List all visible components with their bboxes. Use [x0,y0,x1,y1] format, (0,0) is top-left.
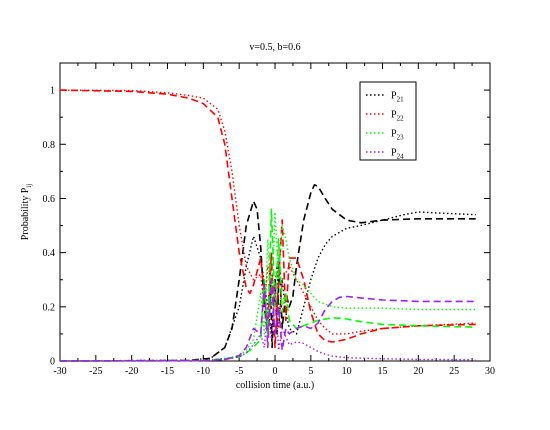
x-tick-label: -25 [89,366,102,377]
x-tick-label: 15 [378,366,388,377]
legend-label-subscript: 21 [397,96,405,104]
x-tick-label: 25 [449,366,459,377]
y-tick-label: 0 [50,357,55,368]
legend-label-subscript: 23 [397,134,405,142]
legend-label-p22: P22 [391,110,404,123]
legend-label-subscript: 22 [397,115,405,123]
legend-label-p21: P21 [391,91,404,104]
x-tick-label: -10 [197,366,210,377]
y-tick-label: 0.2 [43,302,56,313]
y-tick-label: 0.6 [43,194,56,205]
x-tick-label: 10 [342,366,352,377]
x-tick-label: -20 [125,366,138,377]
y-axis-label-main: Probability P [20,187,31,240]
y-tick-label: 0.4 [43,248,56,259]
x-tick-label: 20 [413,366,423,377]
legend-label-p24: P24 [391,148,404,161]
chart-title: v=0.5, b=0.6 [249,42,300,53]
legend-label-main: P [391,129,397,140]
series-layer [59,89,476,362]
x-tick-label: -5 [235,366,243,377]
x-tick-label: -30 [53,366,66,377]
x-tick-label: -15 [161,366,174,377]
y-axis-label-subscript: ij [25,184,33,188]
legend-label-p23: P23 [391,129,404,142]
series-line-p24-dotted [59,284,476,362]
legend-label-main: P [391,91,397,102]
series-line-p22-dotted [59,89,476,335]
legend-label-subscript: 24 [397,153,405,161]
x-tick-label: 0 [273,366,278,377]
legend-label-main: P [391,148,397,159]
plot-frame [59,62,491,362]
legend-box [359,81,417,161]
y-axis-label: Probability Pij [20,184,33,240]
y-tick-label: 0.8 [43,140,56,151]
x-tick-label: 5 [308,366,313,377]
x-axis-ticks: -30 -25 -20 -15 -10 -5 0 5 10 15 20 25 30 [53,63,495,377]
x-tick-label: 30 [485,366,495,377]
legend-label-main: P [391,110,397,121]
x-axis-label: collision time (a.u.) [236,380,314,391]
y-tick-label: 1 [50,86,55,97]
